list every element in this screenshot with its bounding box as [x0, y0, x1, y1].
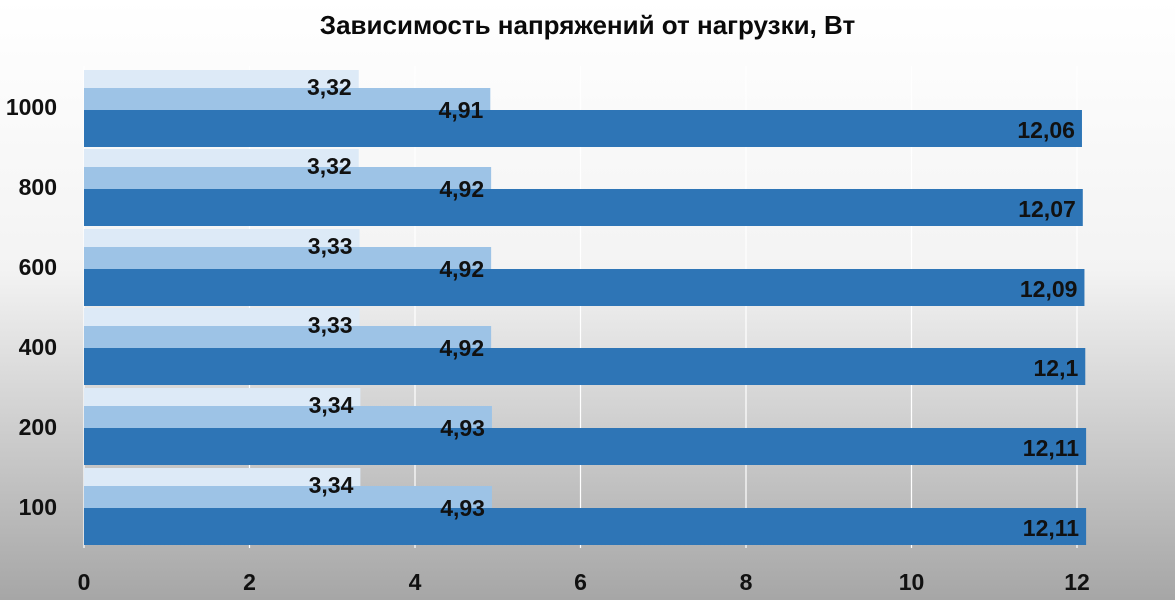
chart-title: Зависимость напряжений от нагрузки, Вт — [319, 10, 856, 40]
bar — [84, 508, 1087, 545]
x-tick-label: 8 — [740, 569, 753, 595]
category-tick-label: 800 — [19, 174, 57, 200]
x-tick-label: 0 — [78, 569, 91, 595]
data-label: 3,32 — [307, 74, 352, 100]
x-tick-label: 10 — [899, 569, 925, 595]
data-label: 3,32 — [307, 153, 352, 179]
category-tick-label: 400 — [19, 334, 57, 360]
x-tick-label: 12 — [1064, 569, 1090, 595]
bar — [84, 428, 1087, 465]
data-label: 4,91 — [439, 97, 484, 123]
category-tick-label: 600 — [19, 254, 57, 280]
bar — [84, 348, 1086, 385]
x-tick-label: 4 — [409, 569, 422, 595]
bar — [84, 269, 1085, 306]
data-labels: 3,32 4,91 12,06 3,32 4,92 12,07 3,33 4,92 12,09 3… — [307, 74, 1079, 541]
bars — [84, 70, 1087, 545]
bar — [84, 189, 1083, 226]
data-label: 4,93 — [440, 495, 485, 521]
data-label: 12,06 — [1017, 117, 1075, 143]
data-label: 4,92 — [439, 176, 484, 202]
data-label: 3,33 — [308, 233, 353, 259]
data-label: 12,1 — [1034, 355, 1079, 381]
data-label: 3,33 — [308, 312, 353, 338]
category-tick-label: 100 — [19, 494, 57, 520]
x-tick-label: 6 — [574, 569, 587, 595]
data-label: 4,93 — [440, 415, 485, 441]
bar — [84, 110, 1082, 147]
data-label: 3,34 — [309, 392, 354, 418]
data-label: 12,09 — [1020, 276, 1078, 302]
data-label: 12,11 — [1023, 515, 1079, 541]
category-tick-label: 200 — [19, 414, 57, 440]
data-label: 4,92 — [439, 335, 484, 361]
data-label: 12,11 — [1023, 435, 1079, 461]
category-tick-label: 1000 — [6, 94, 57, 120]
data-label: 4,92 — [439, 256, 484, 282]
x-tick-label: 2 — [243, 569, 256, 595]
data-label: 3,34 — [309, 472, 354, 498]
data-label: 12,07 — [1018, 196, 1076, 222]
